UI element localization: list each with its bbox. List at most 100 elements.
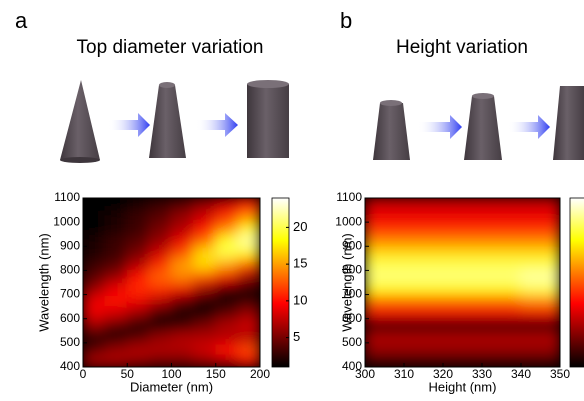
heat-cell bbox=[237, 342, 260, 356]
heat-cell bbox=[104, 282, 128, 296]
heat-cell bbox=[193, 318, 217, 332]
heat-cell bbox=[104, 221, 128, 235]
heat-cell bbox=[481, 257, 522, 271]
heatmap-cells bbox=[365, 198, 560, 367]
heat-cell bbox=[403, 269, 444, 283]
heat-cell bbox=[83, 221, 106, 235]
heat-cell bbox=[365, 342, 405, 356]
heat-cell bbox=[237, 354, 260, 367]
x-tick-label: 310 bbox=[394, 367, 414, 381]
heat-cell bbox=[520, 233, 560, 247]
heat-cell bbox=[237, 330, 260, 344]
y-tick-label: 1000 bbox=[335, 214, 362, 228]
heat-cell bbox=[104, 318, 128, 332]
heat-cell bbox=[171, 306, 195, 320]
heat-cell bbox=[365, 318, 405, 332]
heat-cell bbox=[104, 294, 128, 308]
y-tick-label: 500 bbox=[60, 335, 80, 349]
heat-cell bbox=[365, 198, 405, 211]
heat-cell bbox=[126, 269, 150, 283]
heat-cell bbox=[83, 282, 106, 296]
heat-cell bbox=[104, 330, 128, 344]
heat-cell bbox=[171, 198, 195, 211]
x-tick-label: 350 bbox=[550, 367, 570, 381]
colorbar-tick-label: 15 bbox=[293, 256, 307, 271]
heat-cell bbox=[193, 245, 217, 259]
heat-cell bbox=[126, 198, 150, 211]
heat-cell bbox=[215, 342, 239, 356]
heat-cell bbox=[83, 198, 106, 211]
heat-cell bbox=[520, 257, 560, 271]
colorbar-tick-label: 10 bbox=[293, 292, 307, 307]
heat-cell bbox=[481, 198, 522, 211]
heat-cell bbox=[126, 330, 150, 344]
heat-cell bbox=[126, 221, 150, 235]
heat-cell bbox=[126, 257, 150, 271]
heat-cell bbox=[403, 245, 444, 259]
heatmap bbox=[83, 198, 260, 367]
heat-cell bbox=[215, 221, 239, 235]
heat-cell bbox=[148, 209, 172, 223]
heat-cell bbox=[442, 354, 483, 367]
heat-cell bbox=[83, 306, 106, 320]
heat-cell bbox=[193, 198, 217, 211]
heat-cell bbox=[442, 233, 483, 247]
heat-cell bbox=[148, 198, 172, 211]
heat-cell bbox=[520, 209, 560, 223]
x-tick-label: 320 bbox=[433, 367, 453, 381]
heat-cell bbox=[83, 209, 106, 223]
heat-cell bbox=[83, 342, 106, 356]
heat-cell bbox=[365, 306, 405, 320]
heat-cell bbox=[215, 233, 239, 247]
heat-cell bbox=[520, 330, 560, 344]
y-tick-label: 700 bbox=[342, 287, 362, 301]
panel-title: Top diameter variation bbox=[77, 37, 264, 58]
y-tick-label: 500 bbox=[342, 335, 362, 349]
x-tick-label: 340 bbox=[511, 367, 531, 381]
heat-cell bbox=[520, 198, 560, 211]
shapes-a bbox=[60, 80, 289, 163]
heat-cell bbox=[148, 318, 172, 332]
heat-cell bbox=[237, 233, 260, 247]
heat-cell bbox=[365, 221, 405, 235]
heat-cell bbox=[403, 306, 444, 320]
heat-cell bbox=[442, 209, 483, 223]
heat-cell bbox=[104, 306, 128, 320]
heat-cell bbox=[442, 294, 483, 308]
panel-label: b bbox=[340, 8, 352, 33]
heat-cell bbox=[481, 282, 522, 296]
heat-cell bbox=[403, 221, 444, 235]
heat-cell bbox=[126, 245, 150, 259]
y-tick-label: 900 bbox=[342, 238, 362, 252]
x-axis-label: Diameter (nm) bbox=[130, 379, 213, 394]
heat-cell bbox=[442, 306, 483, 320]
heat-cell bbox=[442, 245, 483, 259]
heat-cell bbox=[520, 221, 560, 235]
heat-cell bbox=[171, 318, 195, 332]
panel-label: a bbox=[15, 8, 28, 33]
x-tick-label: 150 bbox=[206, 367, 226, 381]
heat-cell bbox=[193, 221, 217, 235]
heat-cell bbox=[83, 318, 106, 332]
heat-cell bbox=[481, 318, 522, 332]
heat-cell bbox=[126, 342, 150, 356]
heat-cell bbox=[104, 257, 128, 271]
colorbar bbox=[569, 197, 584, 368]
heat-cell bbox=[193, 233, 217, 247]
heat-cell bbox=[148, 245, 172, 259]
heat-cell bbox=[403, 354, 444, 367]
heat-cell bbox=[520, 306, 560, 320]
heat-cell bbox=[365, 209, 405, 223]
heat-cell bbox=[126, 354, 150, 367]
heat-cell bbox=[83, 354, 106, 367]
heat-cell bbox=[215, 257, 239, 271]
heat-cell bbox=[403, 318, 444, 332]
heat-cell bbox=[481, 342, 522, 356]
y-axis-label: Wavelength (nm) bbox=[36, 233, 51, 332]
heat-cell bbox=[403, 209, 444, 223]
heat-cell bbox=[365, 330, 405, 344]
heat-cell bbox=[215, 330, 239, 344]
heat-cell bbox=[403, 233, 444, 247]
heat-cell bbox=[520, 282, 560, 296]
heat-cell bbox=[126, 209, 150, 223]
